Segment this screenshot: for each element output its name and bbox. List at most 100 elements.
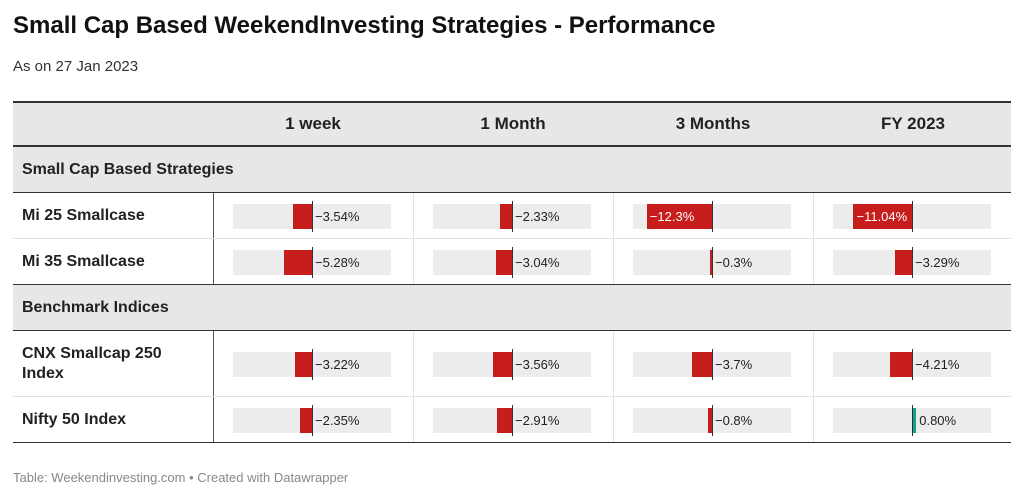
value-label: −2.33% xyxy=(515,209,560,224)
column-divider xyxy=(413,331,414,396)
zero-line xyxy=(512,405,513,436)
value-label: −0.8% xyxy=(715,413,753,428)
value-label: −12.3% xyxy=(649,209,695,224)
column-divider xyxy=(413,397,414,442)
column-divider xyxy=(613,331,614,396)
column-divider xyxy=(413,193,414,238)
bar-cell: −2.91% xyxy=(433,405,591,436)
bar-cell: −0.3% xyxy=(633,247,791,278)
zero-line xyxy=(312,201,313,232)
group-label: Small Cap Based Strategies xyxy=(22,161,234,178)
performance-table: 1 week 1 Month 3 Months FY 2023 Small Cap B… xyxy=(13,101,1011,443)
value-label: −0.3% xyxy=(715,255,753,270)
column-divider xyxy=(613,193,614,238)
table-title: Small Cap Based WeekendInvesting Strateg… xyxy=(13,12,716,39)
header-row: 1 week 1 Month 3 Months FY 2023 xyxy=(13,101,1011,147)
value-label: 0.80% xyxy=(919,413,957,428)
column-divider xyxy=(813,239,814,284)
table-subtitle: As on 27 Jan 2023 xyxy=(13,58,139,75)
value-bar xyxy=(493,352,512,377)
bar-cell: −2.33% xyxy=(433,201,591,232)
bar-cell: −12.3% xyxy=(633,201,791,232)
column-divider xyxy=(213,239,214,284)
zero-line xyxy=(912,201,913,232)
zero-line xyxy=(712,201,713,232)
bar-cell: −2.35% xyxy=(233,405,391,436)
value-bar xyxy=(646,204,712,229)
bar-cell: −3.29% xyxy=(833,247,991,278)
zero-line xyxy=(312,405,313,436)
column-divider xyxy=(613,239,614,284)
table-footer: Table: Weekendinvesting.com • Created wi… xyxy=(13,470,349,485)
value-label: −3.54% xyxy=(315,209,360,224)
column-divider xyxy=(813,193,814,238)
zero-line xyxy=(712,405,713,436)
value-label: −3.7% xyxy=(715,357,753,372)
row-label: Mi 35 Smallcase xyxy=(22,253,145,270)
bar-cell: −11.04% xyxy=(833,201,991,232)
zero-line xyxy=(512,247,513,278)
zero-line xyxy=(912,247,913,278)
value-bar xyxy=(293,204,312,229)
zero-line xyxy=(312,349,313,380)
table-row: Nifty 50 Index −2.35% −2.91% −0.8% 0.80% xyxy=(13,397,1011,443)
value-label: −4.21% xyxy=(915,357,960,372)
row-label: Nifty 50 Index xyxy=(22,411,127,428)
value-label: −5.28% xyxy=(315,255,360,270)
value-bar xyxy=(889,352,912,377)
column-divider xyxy=(213,331,214,396)
column-header: 1 Month xyxy=(480,114,546,133)
bar-cell: −3.54% xyxy=(233,201,391,232)
value-bar xyxy=(710,250,712,275)
bar-cell: −3.04% xyxy=(433,247,591,278)
bar-cell: −3.56% xyxy=(433,349,591,380)
value-bar xyxy=(284,250,312,275)
column-divider xyxy=(613,397,614,442)
value-bar xyxy=(912,408,917,433)
value-bar xyxy=(707,408,712,433)
column-header: FY 2023 xyxy=(881,114,945,133)
zero-line xyxy=(912,405,913,436)
column-divider xyxy=(813,397,814,442)
value-label: −2.91% xyxy=(515,413,560,428)
value-label: −2.35% xyxy=(315,413,360,428)
column-header: 1 week xyxy=(285,114,341,133)
value-label: −3.56% xyxy=(515,357,560,372)
value-label: −3.22% xyxy=(315,357,360,372)
bar-cell: −5.28% xyxy=(233,247,391,278)
column-header: 3 Months xyxy=(675,114,751,133)
value-bar xyxy=(853,204,912,229)
value-bar xyxy=(499,204,512,229)
value-bar xyxy=(495,250,512,275)
zero-line xyxy=(312,247,313,278)
zero-line xyxy=(512,349,513,380)
bar-cell: −3.22% xyxy=(233,349,391,380)
zero-line xyxy=(712,349,713,380)
zero-line xyxy=(912,349,913,380)
value-bar xyxy=(692,352,712,377)
row-label: Mi 25 Smallcase xyxy=(22,207,145,224)
group-label: Benchmark Indices xyxy=(22,299,169,316)
bar-cell: −0.8% xyxy=(633,405,791,436)
group-header: Benchmark Indices xyxy=(13,285,1011,331)
zero-line xyxy=(712,247,713,278)
value-label: −3.29% xyxy=(915,255,960,270)
value-bar xyxy=(496,408,512,433)
column-divider xyxy=(213,397,214,442)
value-label: −3.04% xyxy=(515,255,560,270)
column-divider xyxy=(213,193,214,238)
bar-cell: −3.7% xyxy=(633,349,791,380)
table-row: Mi 25 Smallcase −3.54% −2.33% −12.3% −11.04% xyxy=(13,193,1011,239)
value-bar xyxy=(894,250,912,275)
column-divider xyxy=(413,239,414,284)
group-header: Small Cap Based Strategies xyxy=(13,147,1011,193)
value-bar xyxy=(299,408,312,433)
bar-cell: −4.21% xyxy=(833,349,991,380)
column-divider xyxy=(813,331,814,396)
row-label: CNX Smallcap 250 Index xyxy=(22,345,162,382)
bar-cell: 0.80% xyxy=(833,405,991,436)
value-bar xyxy=(294,352,312,377)
value-label: −11.04% xyxy=(856,209,908,224)
table-row: Mi 35 Smallcase −5.28% −3.04% −0.3% −3.29% xyxy=(13,239,1011,285)
zero-line xyxy=(512,201,513,232)
